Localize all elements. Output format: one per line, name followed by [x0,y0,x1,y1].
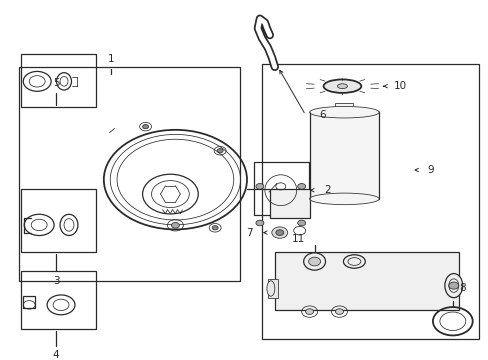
Ellipse shape [308,257,320,266]
Ellipse shape [444,274,462,298]
Text: 8: 8 [458,283,465,293]
Bar [274,252,458,310]
Bar [19,67,240,281]
Ellipse shape [303,253,325,270]
Bar [21,54,96,107]
Circle shape [142,125,148,129]
Circle shape [217,149,223,153]
Bar [23,296,35,308]
Circle shape [255,184,264,189]
Circle shape [448,282,458,289]
Text: 9: 9 [426,165,433,175]
Circle shape [171,222,179,228]
Bar [262,64,478,339]
Bar [269,189,309,218]
Circle shape [255,220,264,226]
Circle shape [335,309,343,314]
Circle shape [271,227,287,238]
Text: 10: 10 [393,81,407,91]
Ellipse shape [343,255,365,268]
Bar [253,162,308,215]
Circle shape [305,309,313,314]
Bar [309,112,379,199]
Text: 7: 7 [246,228,252,238]
Text: 11: 11 [291,234,304,244]
Ellipse shape [337,84,346,89]
Text: 5: 5 [53,78,59,88]
Ellipse shape [309,107,379,118]
Circle shape [297,184,305,189]
Text: 2: 2 [324,185,330,195]
Bar [267,279,277,298]
Text: 3: 3 [53,276,59,286]
Circle shape [297,220,305,226]
Text: 4: 4 [53,350,59,360]
Text: 6: 6 [319,110,325,120]
Bar [335,103,353,114]
Ellipse shape [266,281,274,296]
Circle shape [212,226,218,230]
Text: 1: 1 [107,54,114,64]
Ellipse shape [309,193,379,205]
Circle shape [275,230,283,235]
Bar [21,189,96,252]
Ellipse shape [323,80,361,93]
Bar [21,271,96,329]
